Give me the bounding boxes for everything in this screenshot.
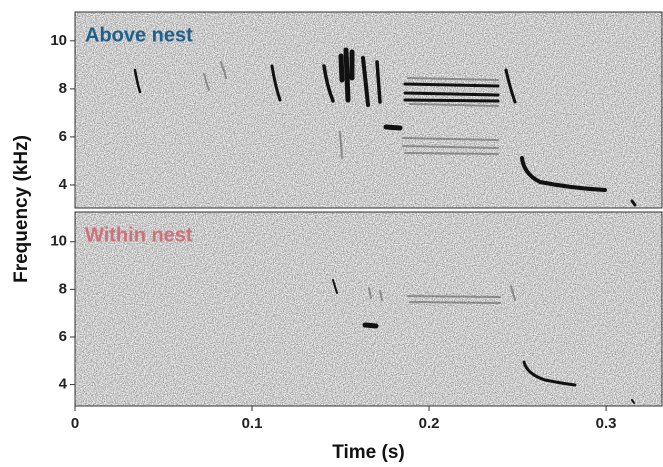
noise (75, 12, 662, 208)
y-tick-label: 6 (59, 328, 67, 345)
spectrogram-top (133, 47, 637, 207)
x-axis-label: Time (s) (332, 442, 405, 463)
y-tick-label: 8 (59, 280, 67, 297)
noise (75, 212, 662, 406)
panels: 4 6 8 10 Above nest Frequency (kHz) 4 6 8 10 0 0.1 0… (11, 11, 663, 463)
y-axis-label: Frequency (kHz) (11, 135, 32, 283)
panel-frame (74, 11, 663, 209)
y-tick-label: 4 (59, 176, 68, 193)
y-tick-label: 6 (59, 128, 67, 145)
x-tick-label: 0.1 (242, 415, 263, 432)
x-tick-label: 0.2 (419, 415, 440, 432)
x-tick-label: 0.3 (596, 415, 617, 432)
y-tick-label: 8 (59, 80, 67, 97)
y-tick-label: 4 (59, 376, 68, 393)
spectrogram-bottom (332, 279, 635, 404)
panel-frame (74, 211, 663, 407)
y-tick-label: 10 (50, 32, 67, 49)
x-tick-label: 0 (71, 415, 79, 432)
panel-annotation: Above nest (85, 24, 193, 46)
y-tick-label: 10 (50, 233, 67, 250)
panel-annotation: Within nest (85, 224, 193, 246)
